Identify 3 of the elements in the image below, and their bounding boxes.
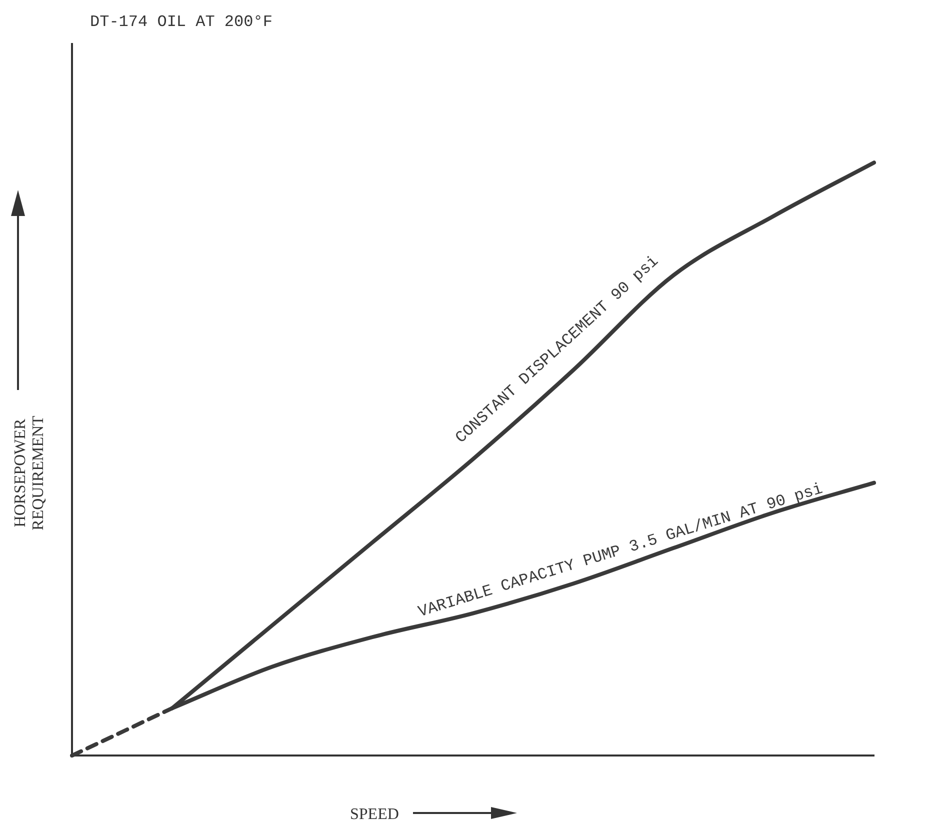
y-axis-title: HORSEPOWER REQUIREMENT bbox=[12, 414, 48, 532]
x-axis-title: SPEED bbox=[350, 806, 399, 824]
chart-title: DT-174 OIL AT 200°F bbox=[90, 13, 272, 32]
